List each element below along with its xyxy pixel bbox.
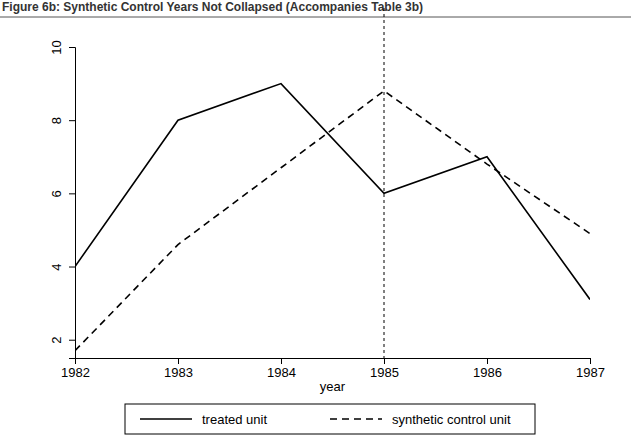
x-tick: 1986	[473, 358, 502, 380]
series-line	[75, 91, 590, 351]
y-axis: 2 4 6 8 10	[49, 40, 76, 358]
x-tick-mark	[178, 358, 179, 364]
x-tick-mark	[384, 358, 385, 364]
legend-swatch	[140, 418, 192, 420]
legend: treated unit synthetic control unit	[125, 404, 535, 434]
y-tick: 10	[49, 40, 75, 54]
x-axis-title: year	[320, 379, 346, 394]
title-rule	[0, 17, 631, 18]
legend-box	[125, 404, 535, 434]
x-axis: 1982 1983 1984 1985 1986 1987	[61, 358, 605, 380]
chart: Figure 6b: Synthetic Control Years Not C…	[0, 0, 631, 447]
x-tick-mark	[281, 358, 282, 364]
y-tick-label: 6	[49, 190, 64, 197]
legend-label: treated unit	[202, 412, 267, 427]
y-tick-mark	[69, 340, 75, 341]
x-tick: 1985	[370, 358, 399, 380]
y-tick-mark	[69, 120, 75, 121]
series-line	[75, 84, 590, 300]
x-axis-line	[76, 359, 591, 365]
y-tick-mark	[69, 193, 75, 194]
y-tick: 8	[49, 117, 75, 124]
x-tick-label: 1983	[164, 365, 193, 380]
y-tick-label: 4	[49, 263, 64, 270]
y-tick: 6	[49, 190, 75, 197]
y-tick-label: 8	[49, 117, 64, 124]
x-tick-mark	[487, 358, 488, 364]
reference-line	[384, 8, 385, 358]
y-tick-label: 2	[49, 337, 64, 344]
y-tick-label: 10	[49, 40, 64, 54]
plot-area	[75, 84, 590, 351]
legend-label: synthetic control unit	[392, 412, 511, 427]
legend-swatch	[330, 418, 382, 420]
x-tick-label: 1984	[267, 365, 296, 380]
title: Figure 6b: Synthetic Control Years Not C…	[2, 0, 423, 14]
y-axis-line	[69, 48, 76, 359]
x-tick: 1984	[267, 358, 296, 380]
y-tick: 2	[49, 337, 75, 344]
x-tick-label: 1982	[61, 365, 90, 380]
y-tick: 4	[49, 263, 75, 270]
x-tick: 1983	[164, 358, 193, 380]
y-tick-mark	[69, 47, 75, 48]
x-tick-label: 1986	[473, 365, 502, 380]
x-tick: 1987	[576, 358, 605, 380]
x-tick: 1982	[61, 358, 90, 380]
x-tick-label: 1985	[370, 365, 399, 380]
x-tick-label: 1987	[576, 365, 605, 380]
y-tick-mark	[69, 267, 75, 268]
x-tick-mark	[590, 358, 591, 364]
